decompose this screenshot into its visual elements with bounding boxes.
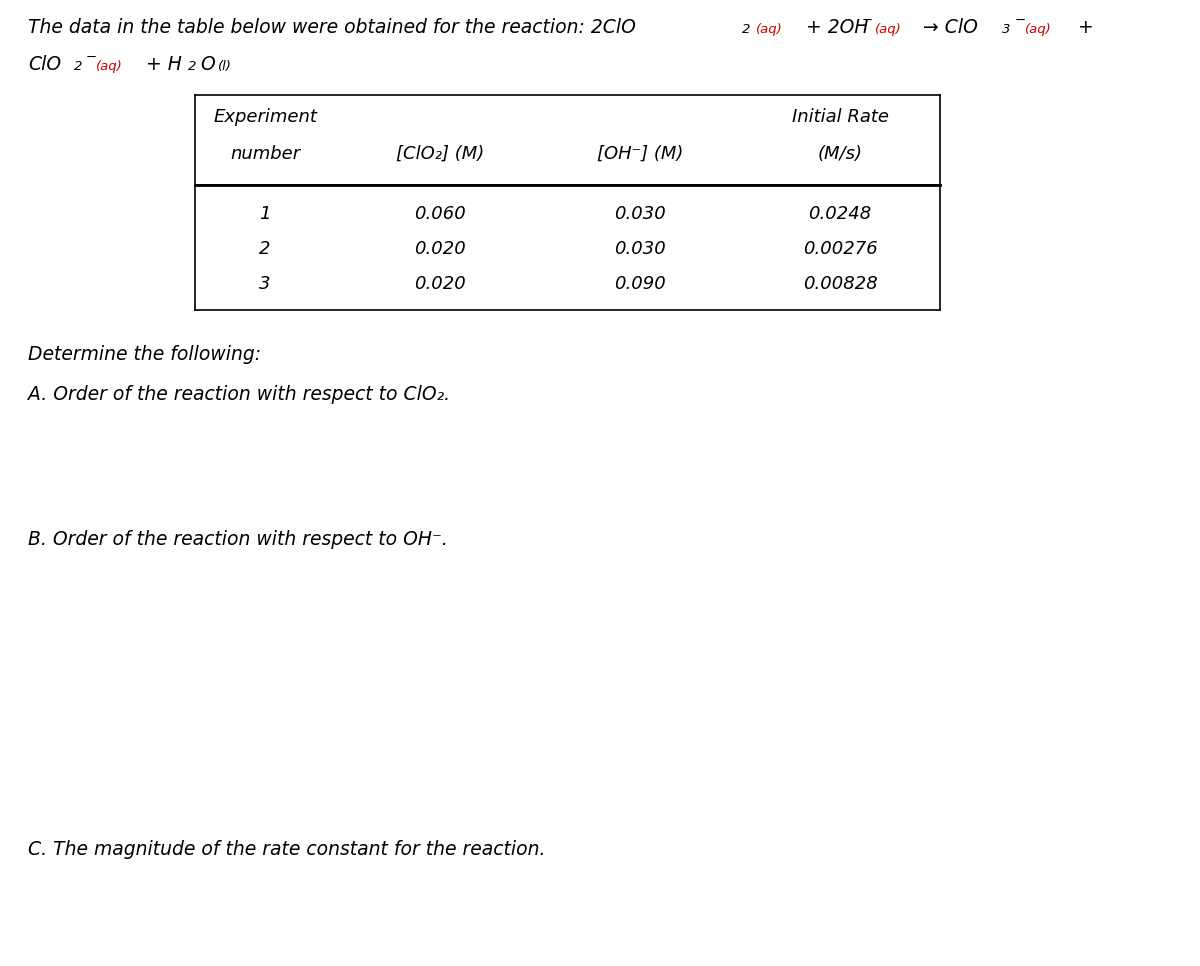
- Text: 0.00828: 0.00828: [803, 275, 877, 293]
- Text: [OH⁻] (M): [OH⁻] (M): [596, 145, 683, 163]
- Text: 2: 2: [259, 240, 271, 258]
- Text: 0.00276: 0.00276: [803, 240, 877, 258]
- Text: B. Order of the reaction with respect to OH⁻.: B. Order of the reaction with respect to…: [28, 530, 448, 549]
- Text: 2: 2: [742, 23, 750, 36]
- Text: (l): (l): [218, 60, 232, 73]
- Text: → ClO: → ClO: [917, 18, 978, 37]
- Text: + 2OH: + 2OH: [800, 18, 869, 37]
- Text: number: number: [230, 145, 300, 163]
- Text: 0.030: 0.030: [614, 205, 666, 223]
- Text: (aq): (aq): [96, 60, 122, 73]
- Text: C. The magnitude of the rate constant for the reaction.: C. The magnitude of the rate constant fo…: [28, 840, 546, 859]
- Text: ClO: ClO: [28, 55, 61, 74]
- Text: 0.060: 0.060: [414, 205, 466, 223]
- Text: 0.0248: 0.0248: [809, 205, 871, 223]
- Text: +: +: [1072, 18, 1093, 37]
- Text: 2: 2: [188, 60, 197, 73]
- Text: (M/s): (M/s): [817, 145, 863, 163]
- Text: 3: 3: [1002, 23, 1010, 36]
- Text: −: −: [862, 14, 874, 27]
- Text: 2: 2: [74, 60, 83, 73]
- Text: 0.090: 0.090: [614, 275, 666, 293]
- Text: −: −: [86, 51, 97, 64]
- Text: [ClO₂] (M): [ClO₂] (M): [396, 145, 484, 163]
- Text: 1: 1: [259, 205, 271, 223]
- Text: Experiment: Experiment: [214, 108, 317, 126]
- Text: −: −: [1015, 14, 1026, 27]
- Text: + H: + H: [140, 55, 182, 74]
- Text: Initial Rate: Initial Rate: [792, 108, 888, 126]
- Text: 0.020: 0.020: [414, 275, 466, 293]
- Text: (aq): (aq): [875, 23, 901, 36]
- Text: 0.020: 0.020: [414, 240, 466, 258]
- Text: A. Order of the reaction with respect to ClO₂.: A. Order of the reaction with respect to…: [28, 385, 450, 404]
- Text: 0.030: 0.030: [614, 240, 666, 258]
- Text: 3: 3: [259, 275, 271, 293]
- Text: (aq): (aq): [756, 23, 782, 36]
- Text: The data in the table below were obtained for the reaction: 2ClO: The data in the table below were obtaine…: [28, 18, 636, 37]
- Text: (aq): (aq): [1025, 23, 1051, 36]
- Text: O: O: [200, 55, 215, 74]
- Text: Determine the following:: Determine the following:: [28, 345, 262, 364]
